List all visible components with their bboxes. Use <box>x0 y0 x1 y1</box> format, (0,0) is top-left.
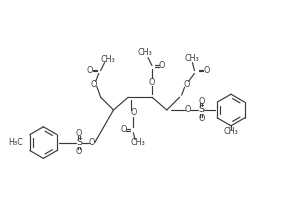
Text: S: S <box>76 138 82 147</box>
Text: O: O <box>91 80 97 89</box>
Text: O: O <box>184 106 191 115</box>
Text: O: O <box>149 78 155 87</box>
Text: O: O <box>76 147 82 156</box>
Text: O: O <box>183 80 190 89</box>
Text: O: O <box>76 129 82 138</box>
Text: CH₃: CH₃ <box>184 54 199 63</box>
Text: CH₃: CH₃ <box>100 55 115 64</box>
Text: CH₃: CH₃ <box>131 138 146 147</box>
Text: S: S <box>198 106 204 115</box>
Text: O: O <box>203 66 210 75</box>
Text: O: O <box>88 138 95 147</box>
Text: CH₃: CH₃ <box>223 127 238 136</box>
Text: CH₃: CH₃ <box>138 48 153 57</box>
Text: O: O <box>130 108 137 117</box>
Text: H₃C: H₃C <box>8 138 23 147</box>
Text: O: O <box>87 66 93 75</box>
Text: O: O <box>198 114 204 123</box>
Text: O: O <box>120 125 127 134</box>
Text: O: O <box>159 61 165 70</box>
Text: O: O <box>198 97 204 106</box>
